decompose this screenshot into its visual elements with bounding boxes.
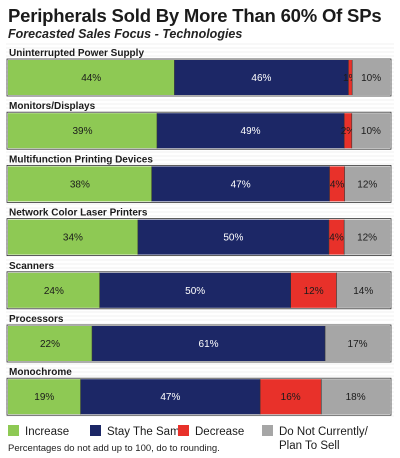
category-label: Network Color Laser Printers [9, 208, 148, 219]
legend-item: Stay The Same [90, 425, 186, 438]
bar-segment [321, 379, 390, 415]
category-label: Multifunction Printing Devices [9, 154, 153, 165]
bar-frame [6, 377, 392, 416]
bar-segment [8, 219, 138, 255]
bar-segment [8, 326, 93, 361]
category-label: Uninterrupted Power Supply [9, 48, 144, 59]
data-label: 12% [357, 179, 377, 190]
bar-segment [329, 166, 345, 202]
data-label: 38% [70, 179, 90, 190]
bar-group: Uninterrupted Power Supply 44% 46% 1% 10% [6, 48, 392, 97]
data-label: 39% [72, 126, 92, 137]
bar-segment [344, 113, 352, 149]
bar-segment [328, 219, 345, 255]
bar-segment [174, 60, 349, 95]
data-label: 17% [348, 339, 368, 350]
bar-segment [80, 379, 261, 415]
data-label: 47% [160, 392, 180, 403]
legend-label: Stay The Same [107, 426, 186, 438]
data-label: 2% [341, 126, 356, 137]
chart-title: Peripherals Sold By More Than 60% Of SPs [8, 5, 382, 26]
chart-subtitle: Forecasted Sales Focus - Technologies [8, 27, 243, 41]
legend-label: Do Not Currently/Plan To Sell [279, 426, 369, 452]
bar-segment [8, 379, 81, 415]
category-label: Monitors/Displays [9, 101, 96, 112]
data-label: 34% [63, 233, 83, 244]
legend-item: Decrease [178, 425, 244, 438]
bar-segment [137, 219, 329, 255]
bar-segment [151, 166, 330, 202]
data-label: 47% [231, 179, 251, 190]
legend-label: Decrease [195, 426, 244, 438]
bar-segment [336, 272, 390, 308]
bar-frame [6, 111, 392, 150]
background-grid [6, 43, 394, 417]
data-label: 10% [361, 126, 381, 137]
data-label: 49% [241, 126, 261, 137]
bar-frame [6, 218, 392, 257]
bar-frame [6, 164, 392, 203]
bar-segment [8, 166, 152, 202]
data-label: 4% [330, 179, 345, 190]
bar-group: Scanners 24% 50% 12% 14% [6, 261, 392, 310]
data-label: 18% [346, 392, 366, 403]
category-label: Scanners [9, 261, 54, 272]
bar-frame [6, 324, 392, 363]
legend-swatch [262, 425, 273, 436]
bar-frame [6, 271, 392, 310]
bar-segment [92, 326, 326, 361]
bar-segment [260, 379, 322, 415]
bar-segment [156, 113, 345, 149]
data-label: 46% [251, 73, 271, 84]
bar-segment [8, 60, 175, 95]
data-label: 61% [199, 339, 219, 350]
data-label: 24% [44, 286, 64, 297]
bar-group: Processors 22% 61% 17% [6, 314, 392, 363]
data-label: 50% [223, 233, 243, 244]
legend-swatch [8, 425, 19, 436]
bar-segment [352, 60, 390, 95]
bar-group: Monochrome 19% 47% 16% 18% [6, 367, 392, 416]
bar-segment [290, 272, 337, 308]
bar-segment [8, 272, 100, 308]
data-label: 12% [357, 233, 377, 244]
legend-swatch [90, 425, 101, 436]
legend-label: Increase [25, 426, 69, 438]
bar-segment [325, 326, 390, 361]
data-label: 14% [353, 286, 373, 297]
bar-segment [8, 113, 157, 149]
bar-segment [344, 166, 390, 202]
data-label: 4% [329, 233, 344, 244]
data-label: 12% [304, 286, 324, 297]
bar-segment [99, 272, 291, 308]
data-label: 16% [281, 392, 301, 403]
data-label: 44% [81, 73, 101, 84]
category-label: Processors [9, 314, 64, 325]
legend-item: Increase [8, 425, 69, 438]
bar-frame [6, 58, 392, 97]
bar-segment [348, 60, 353, 95]
data-label: 10% [361, 73, 381, 84]
bar-group: Multifunction Printing Devices 38% 47% 4% 12… [6, 154, 392, 203]
bar-segment [344, 219, 390, 255]
data-label: 19% [34, 392, 54, 403]
data-label: 1% [343, 73, 358, 84]
data-label: 22% [40, 339, 60, 350]
chart-footnote: Percentages do not add up to 100, do to … [8, 443, 220, 454]
bar-group: Network Color Laser Printers 34% 50% 4% 12% [6, 208, 392, 257]
legend-swatch [178, 425, 189, 436]
bar-group: Monitors/Displays 39% 49% 2% 10% [6, 101, 392, 150]
data-label: 50% [185, 286, 205, 297]
category-label: Monochrome [9, 367, 72, 378]
legend-item: Do Not Currently/Plan To Sell [262, 425, 369, 452]
bar-segment [351, 113, 390, 149]
